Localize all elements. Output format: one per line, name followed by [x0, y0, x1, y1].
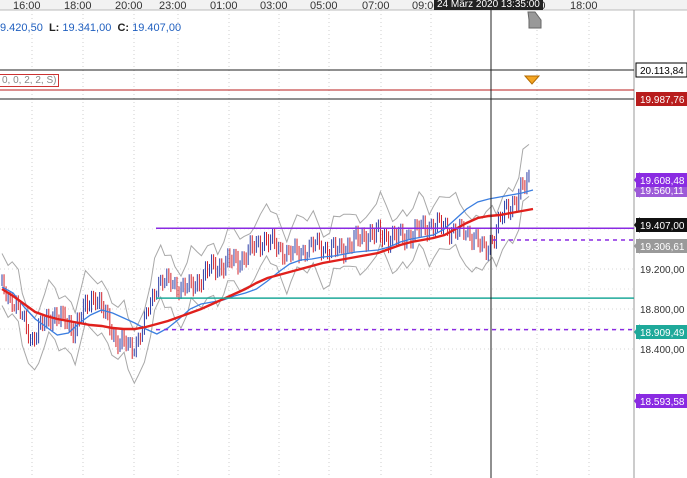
price-tick-label: 18.800,00: [640, 305, 685, 316]
time-tick-label: 18:00: [570, 0, 598, 12]
ohlc-readout: 9.420,50 L: 19.341,00 C: 19.407,00: [0, 22, 181, 34]
price-tag-teal-background: [636, 325, 687, 339]
bollinger-lower-band: [1, 196, 530, 385]
price-tag-crosshair-background: [636, 63, 687, 77]
time-tick-label: 23:00: [159, 0, 187, 12]
price-tick-label: 18.400,00: [640, 345, 685, 356]
price-tag-crosshair-border: [635, 62, 687, 78]
price-tag-last-close-text: 19.407,00: [640, 221, 685, 232]
ohlc-close-label: C:: [117, 22, 130, 34]
time-tick-label: 20:00: [115, 0, 143, 12]
crosshair-datetime-label: 24 März 2020 13:35:00: [434, 0, 543, 10]
price-tag-last-close-background: [636, 218, 687, 232]
ohlc-low-label: L:: [48, 22, 60, 34]
price-tag-current-background: [636, 92, 687, 106]
indicator-params-label[interactable]: 0, 0, 2, 2, S): [0, 74, 60, 87]
price-tag-current-text: 19.987,76: [640, 95, 685, 106]
price-tag-purple-lower-text: 19.560,11: [640, 186, 684, 197]
ma-red-line: [1, 207, 534, 331]
ma-blue-line: [1, 189, 534, 336]
time-axis-strip: [0, 0, 687, 10]
scroll-marker-icon: [527, 11, 542, 29]
price-tag-band-lower-text: 19.306,61: [640, 242, 685, 253]
price-tag-purple-dashed-text: 18.593,58: [640, 397, 685, 408]
price-tag-purple-text: 19.608,48: [640, 176, 685, 187]
time-tick-label: 01:00: [210, 0, 238, 12]
price-tag-crosshair-text: 20.113,84: [640, 66, 684, 77]
alert-marker-icon: [523, 75, 541, 85]
ohlc-close-value: 19.407,00: [132, 22, 182, 34]
price-tag-band-lower-background: [636, 239, 687, 253]
ohlc-high-value: 9.420,50: [0, 22, 43, 34]
price-tag-purple-dashed-background: [636, 394, 687, 408]
ohlc-low-value: 19.341,00: [62, 22, 112, 34]
time-tick-label: 18:00: [64, 0, 92, 12]
bollinger-upper-band: [1, 144, 530, 333]
time-tick-label: 03:00: [260, 0, 288, 12]
price-tag-purple-background: [636, 173, 687, 187]
time-tick-label: 05:00: [310, 0, 338, 12]
price-tick-label: 19.200,00: [640, 265, 685, 276]
time-tick-label: 09:00: [412, 0, 440, 12]
price-tag-teal-text: 18.909,49: [640, 328, 685, 339]
time-tick-label: 16:00: [13, 0, 41, 12]
time-tick-label: 07:00: [362, 0, 390, 12]
